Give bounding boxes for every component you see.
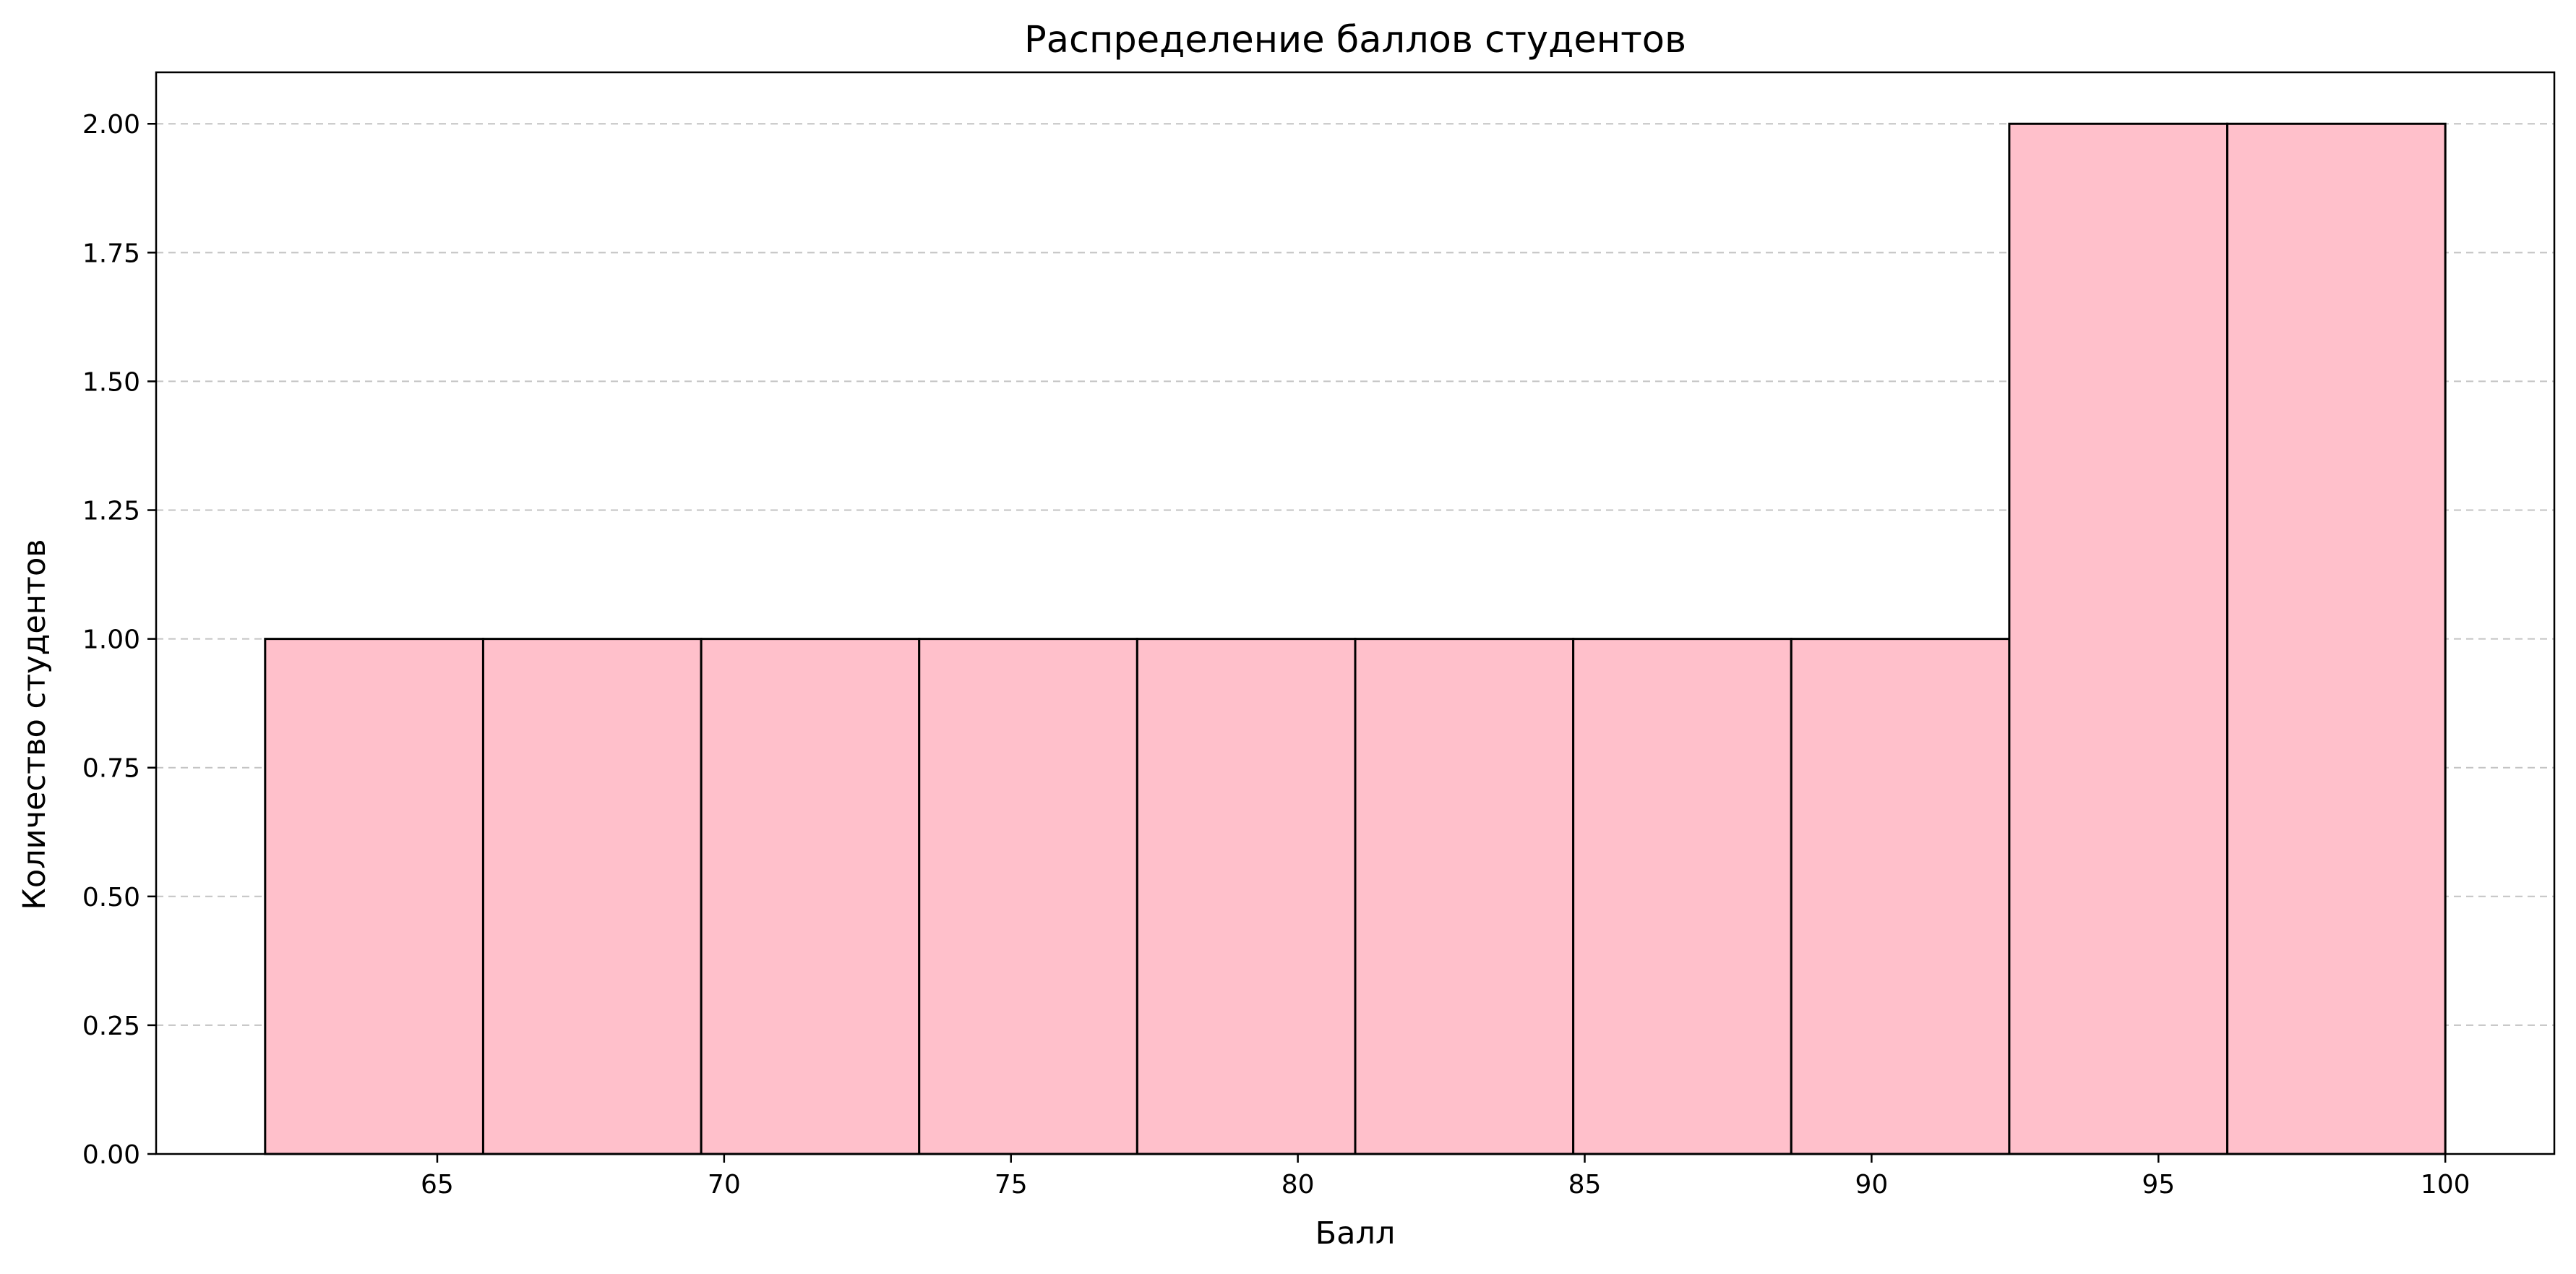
x-tick-label: 95 — [2142, 1170, 2175, 1200]
y-tick-label: 0.50 — [82, 883, 140, 912]
chart-title: Распределение баллов студентов — [1024, 19, 1686, 61]
histogram-bar — [1572, 638, 1793, 1155]
histogram-bar — [918, 638, 1138, 1155]
y-tick-label: 0.75 — [82, 754, 140, 784]
histogram-bar — [700, 638, 921, 1155]
x-tick-label: 100 — [2421, 1170, 2470, 1200]
histogram-bar — [2008, 122, 2229, 1155]
x-tick-label: 90 — [1855, 1170, 1888, 1200]
x-tick-label: 65 — [421, 1170, 454, 1200]
histogram-bar — [264, 638, 484, 1155]
y-axis-ticks: 0.00 0.25 0.50 0.75 1.00 1.25 1.50 1.75 2.00 — [82, 110, 156, 1170]
histogram-bar — [1354, 638, 1575, 1155]
y-tick-label: 1.50 — [82, 367, 140, 397]
y-tick-label: 0.25 — [82, 1012, 140, 1041]
x-tick-label: 70 — [708, 1170, 741, 1200]
plot-frame — [155, 71, 2556, 1155]
y-tick-label: 2.00 — [82, 110, 140, 140]
x-tick-label: 80 — [1281, 1170, 1315, 1200]
x-axis-ticks: 65 70 75 80 85 90 95 100 — [421, 1154, 2470, 1200]
x-tick-label: 85 — [1568, 1170, 1602, 1200]
x-axis-label: Балл — [1315, 1215, 1396, 1252]
x-tick-label: 75 — [995, 1170, 1028, 1200]
histogram-bar — [1790, 638, 2011, 1155]
histogram-bar — [2226, 122, 2447, 1155]
y-tick-label: 1.75 — [82, 239, 140, 268]
y-tick-label: 1.00 — [82, 625, 140, 655]
y-axis-label: Количество студентов — [17, 539, 53, 910]
y-tick-label: 1.25 — [82, 497, 140, 526]
y-tick-label: 0.00 — [82, 1140, 140, 1170]
bars — [264, 122, 2447, 1155]
histogram-bar — [1135, 638, 1357, 1155]
histogram-bar — [481, 638, 703, 1155]
